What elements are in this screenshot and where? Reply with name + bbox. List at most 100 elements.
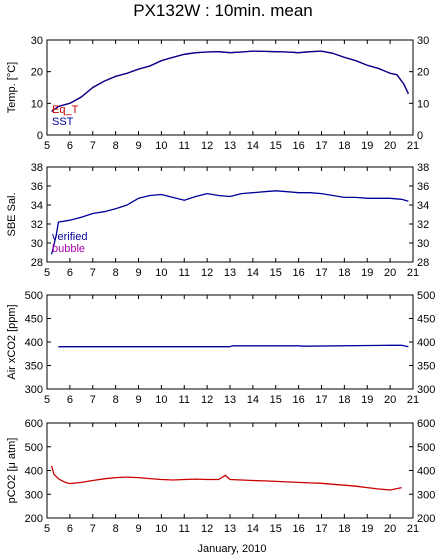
y-tick-label-left: 36	[31, 181, 43, 193]
x-tick-label: 21	[407, 523, 419, 535]
x-tick-label: 6	[67, 140, 73, 152]
y-tick-label-left: 500	[25, 442, 43, 454]
y-tick-label-right: 28	[417, 257, 429, 269]
pco2-y-axis-label: pCO2 [μ atm]	[6, 438, 18, 504]
temperature-plot-frame	[46, 39, 414, 136]
x-tick-label: 14	[247, 140, 259, 152]
y-tick-label-left: 20	[31, 67, 43, 79]
x-tick-label: 20	[384, 140, 396, 152]
x-tick-label: 19	[361, 523, 373, 535]
x-tick-label: 6	[67, 267, 73, 279]
x-tick-label: 12	[201, 140, 213, 152]
x-tick-label: 18	[338, 394, 350, 406]
y-tick-label-left: 32	[31, 219, 43, 231]
salinity-plot-frame	[46, 166, 414, 263]
x-tick-label: 16	[293, 267, 305, 279]
y-tick-label-right: 600	[417, 418, 435, 430]
y-tick-label-left: 28	[31, 257, 43, 269]
x-tick-label: 10	[155, 267, 167, 279]
y-tick-label-right: 300	[417, 489, 435, 501]
x-tick-label: 11	[179, 267, 190, 279]
x-tick-label: 9	[135, 523, 141, 535]
x-tick-label: 19	[361, 267, 373, 279]
x-tick-label: 13	[224, 523, 236, 535]
x-tick-label: 21	[407, 140, 419, 152]
y-tick-label-left: 400	[25, 337, 43, 349]
y-tick-label-right: 34	[417, 200, 429, 212]
y-tick-label-left: 300	[25, 489, 43, 501]
x-tick-label: 8	[113, 267, 119, 279]
x-tick-label: 18	[338, 140, 350, 152]
x-tick-label: 6	[67, 394, 73, 406]
x-tick-label: 9	[135, 267, 141, 279]
pco2-series-line-0	[50, 465, 402, 491]
salinity-series-line-0	[50, 190, 409, 255]
x-tick-label: 13	[224, 267, 236, 279]
legend-entry: SST	[52, 116, 74, 128]
y-tick-label-right: 10	[417, 98, 429, 110]
y-tick-label-right: 30	[417, 35, 429, 47]
x-tick-label: 17	[315, 523, 327, 535]
y-tick-label-right: 500	[417, 290, 435, 302]
x-tick-label: 15	[270, 267, 282, 279]
x-tick-label: 7	[90, 140, 96, 152]
y-tick-label-left: 30	[31, 238, 43, 250]
x-tick-label: 17	[315, 267, 327, 279]
x-tick-label: 14	[247, 523, 259, 535]
x-axis-date-label: January, 2010	[198, 543, 267, 555]
x-tick-label: 19	[361, 140, 373, 152]
x-tick-label: 11	[179, 523, 190, 535]
legend-entry: Eq_T	[52, 104, 79, 116]
x-tick-label: 18	[338, 267, 350, 279]
y-tick-label-left: 400	[25, 466, 43, 478]
x-tick-label: 5	[44, 267, 50, 279]
y-tick-label-right: 36	[417, 181, 429, 193]
x-tick-label: 6	[67, 523, 73, 535]
x-tick-label: 12	[201, 394, 213, 406]
x-tick-label: 15	[270, 140, 282, 152]
temperature-y-axis-label: Temp. [°C]	[6, 62, 18, 113]
y-tick-label-right: 300	[417, 384, 435, 396]
x-tick-label: 16	[293, 140, 305, 152]
x-tick-label: 17	[315, 140, 327, 152]
page-title: PX132W : 10min. mean	[133, 1, 313, 20]
x-tick-label: 13	[224, 394, 236, 406]
y-tick-label-left: 38	[31, 162, 43, 174]
y-tick-label-left: 600	[25, 418, 43, 430]
y-tick-label-left: 500	[25, 290, 43, 302]
y-tick-label-left: 450	[25, 314, 43, 326]
y-tick-label-left: 200	[25, 513, 43, 525]
x-tick-label: 5	[44, 394, 50, 406]
y-tick-label-right: 32	[417, 219, 429, 231]
air-xco2-plot-frame	[46, 294, 414, 390]
y-tick-label-right: 30	[417, 238, 429, 250]
x-tick-label: 20	[384, 394, 396, 406]
temperature-series-line-1	[51, 50, 409, 112]
y-tick-label-right: 20	[417, 67, 429, 79]
air-xco2-y-axis-label: Air xCO2 [ppm]	[6, 304, 18, 379]
x-tick-label: 12	[201, 523, 213, 535]
pco2-plot-frame	[46, 422, 414, 519]
x-tick-label: 20	[384, 523, 396, 535]
x-tick-label: 11	[179, 394, 190, 406]
y-tick-label-left: 30	[31, 35, 43, 47]
y-tick-label-right: 450	[417, 314, 435, 326]
x-tick-label: 8	[113, 523, 119, 535]
x-tick-label: 7	[90, 394, 96, 406]
salinity-y-axis-label: SBE Sal.	[6, 192, 18, 236]
x-tick-label: 14	[247, 267, 259, 279]
x-tick-label: 16	[293, 523, 305, 535]
y-tick-label-left: 350	[25, 361, 43, 373]
y-tick-label-right: 500	[417, 442, 435, 454]
x-tick-label: 13	[224, 140, 236, 152]
x-tick-label: 11	[179, 140, 190, 152]
x-tick-label: 5	[44, 523, 50, 535]
x-tick-label: 18	[338, 523, 350, 535]
legend-entry: verified	[52, 231, 87, 243]
x-tick-label: 8	[113, 140, 119, 152]
x-tick-label: 10	[155, 394, 167, 406]
